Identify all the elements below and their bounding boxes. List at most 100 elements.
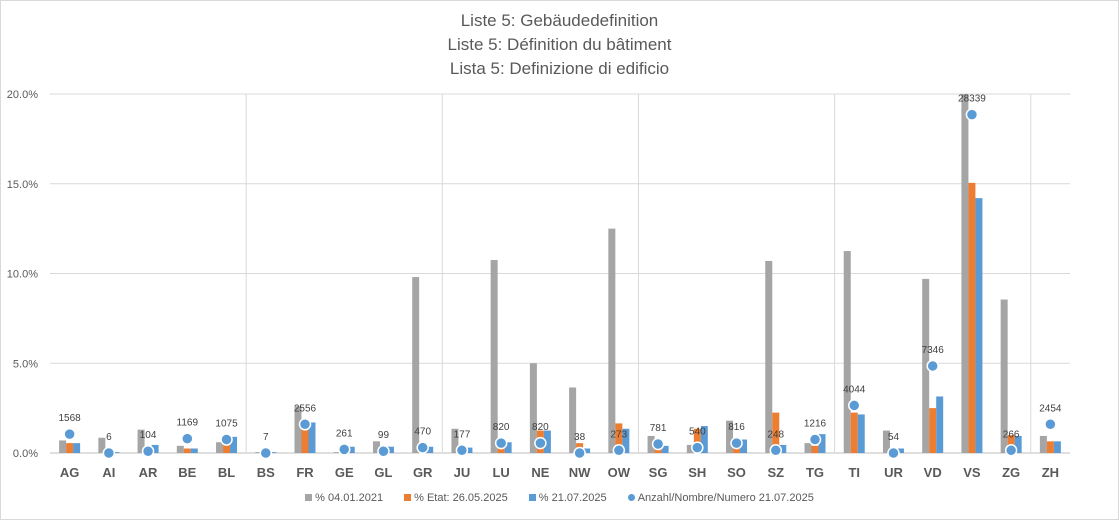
bar bbox=[647, 435, 655, 453]
bar bbox=[294, 406, 302, 453]
bar bbox=[583, 448, 591, 453]
count-data-label: 104 bbox=[140, 430, 157, 441]
bar bbox=[98, 437, 106, 453]
count-marker bbox=[337, 443, 351, 456]
count-data-label: 820 bbox=[493, 422, 510, 433]
count-marker bbox=[102, 446, 116, 460]
bar bbox=[654, 447, 662, 453]
bar bbox=[857, 414, 865, 453]
count-marker bbox=[769, 444, 783, 457]
bar bbox=[176, 445, 184, 453]
chart-title-line-3: Lista 5: Definizione di edificio bbox=[449, 59, 670, 78]
x-category-label: VS bbox=[963, 465, 981, 480]
legend-item-anzahl[interactable]: Anzahl/Nombre/Numero 21.07.2025 bbox=[627, 492, 814, 504]
count-data-label: 2454 bbox=[1039, 403, 1062, 414]
count-data-label: 28339 bbox=[958, 94, 986, 105]
bar bbox=[733, 447, 741, 453]
x-category-label: GE bbox=[335, 465, 354, 480]
bar bbox=[269, 452, 277, 453]
bar bbox=[850, 412, 858, 453]
count-data-label: 248 bbox=[767, 429, 784, 440]
x-category-label: SZ bbox=[767, 465, 784, 480]
bar bbox=[896, 448, 904, 453]
bar bbox=[543, 430, 551, 453]
count-marker bbox=[1004, 444, 1018, 457]
legend-swatch-21-07-2025 bbox=[528, 494, 536, 501]
bar bbox=[347, 446, 355, 453]
bar bbox=[1007, 435, 1015, 453]
bar bbox=[66, 443, 74, 453]
bar bbox=[779, 444, 787, 453]
bar bbox=[301, 426, 309, 453]
x-category-label: AG bbox=[60, 465, 80, 480]
count-data-label: 470 bbox=[414, 427, 431, 438]
x-category-label: SG bbox=[649, 465, 668, 480]
bar bbox=[372, 441, 380, 453]
count-data-label: 38 bbox=[574, 432, 586, 443]
legend-item-2021[interactable]: % 04.01.2021 bbox=[305, 492, 383, 504]
bar bbox=[216, 442, 224, 453]
legend-label-etat-2025: % Etat: 26.05.2025 bbox=[414, 492, 508, 504]
bar bbox=[73, 443, 81, 453]
x-category-label: JU bbox=[454, 465, 471, 480]
count-marker bbox=[808, 433, 822, 446]
count-marker bbox=[141, 444, 155, 458]
chart-title-line-1: Liste 5: Gebäudedefinition bbox=[460, 11, 659, 30]
count-marker bbox=[691, 441, 704, 454]
legend-item-etat-2025[interactable]: % Etat: 26.05.2025 bbox=[404, 492, 508, 504]
count-data-label: 820 bbox=[532, 422, 549, 433]
count-data-label: 99 bbox=[378, 430, 390, 441]
bar bbox=[183, 448, 191, 453]
bar bbox=[726, 420, 734, 453]
legend-swatch-anzahl bbox=[627, 494, 635, 501]
count-data-label: 6 bbox=[106, 432, 112, 443]
count-marker bbox=[651, 437, 665, 451]
legend-label-21-07-2025: % 21.07.2025 bbox=[538, 492, 607, 504]
x-category-label: GL bbox=[374, 465, 392, 480]
x-category-label: AI bbox=[102, 465, 115, 480]
bar bbox=[465, 447, 473, 453]
x-category-label: BS bbox=[257, 465, 275, 480]
bar bbox=[59, 440, 67, 453]
bar bbox=[765, 260, 773, 453]
legend-swatch-2021 bbox=[305, 494, 313, 501]
bar bbox=[1053, 441, 1061, 453]
count-marker bbox=[730, 436, 743, 450]
count-marker bbox=[847, 399, 861, 412]
bar bbox=[223, 444, 231, 453]
bar bbox=[686, 444, 694, 453]
bar bbox=[615, 423, 623, 453]
x-category-label: SO bbox=[727, 465, 746, 480]
legend-label-2021: % 04.01.2021 bbox=[315, 492, 384, 504]
count-data-label: 7346 bbox=[922, 345, 945, 356]
count-marker bbox=[181, 432, 194, 445]
count-data-label: 54 bbox=[888, 432, 900, 443]
count-data-label: 781 bbox=[650, 423, 667, 434]
count-marker bbox=[926, 359, 939, 373]
legend-item-21-07-2025[interactable]: % 21.07.2025 bbox=[528, 492, 607, 504]
bar bbox=[451, 428, 459, 453]
bar bbox=[1046, 441, 1054, 453]
x-category-label: AR bbox=[139, 465, 158, 480]
count-data-label: 1169 bbox=[177, 418, 199, 429]
bar bbox=[412, 277, 420, 453]
count-marker bbox=[494, 436, 508, 450]
bar bbox=[693, 428, 701, 453]
bar bbox=[255, 452, 263, 453]
bar bbox=[308, 422, 316, 453]
count-marker bbox=[220, 433, 233, 446]
count-marker bbox=[298, 418, 312, 431]
bar bbox=[772, 412, 780, 453]
x-category-label: BE bbox=[178, 465, 196, 480]
count-data-label: 1568 bbox=[58, 413, 81, 424]
x-category-label: BL bbox=[218, 465, 235, 480]
count-marker bbox=[573, 446, 586, 460]
count-data-label: 7 bbox=[263, 432, 269, 443]
bar bbox=[112, 452, 120, 453]
count-marker bbox=[416, 441, 429, 454]
bar bbox=[961, 94, 969, 453]
count-data-label: 266 bbox=[1003, 429, 1020, 440]
bar bbox=[504, 442, 512, 453]
count-data-label: 816 bbox=[728, 422, 745, 433]
